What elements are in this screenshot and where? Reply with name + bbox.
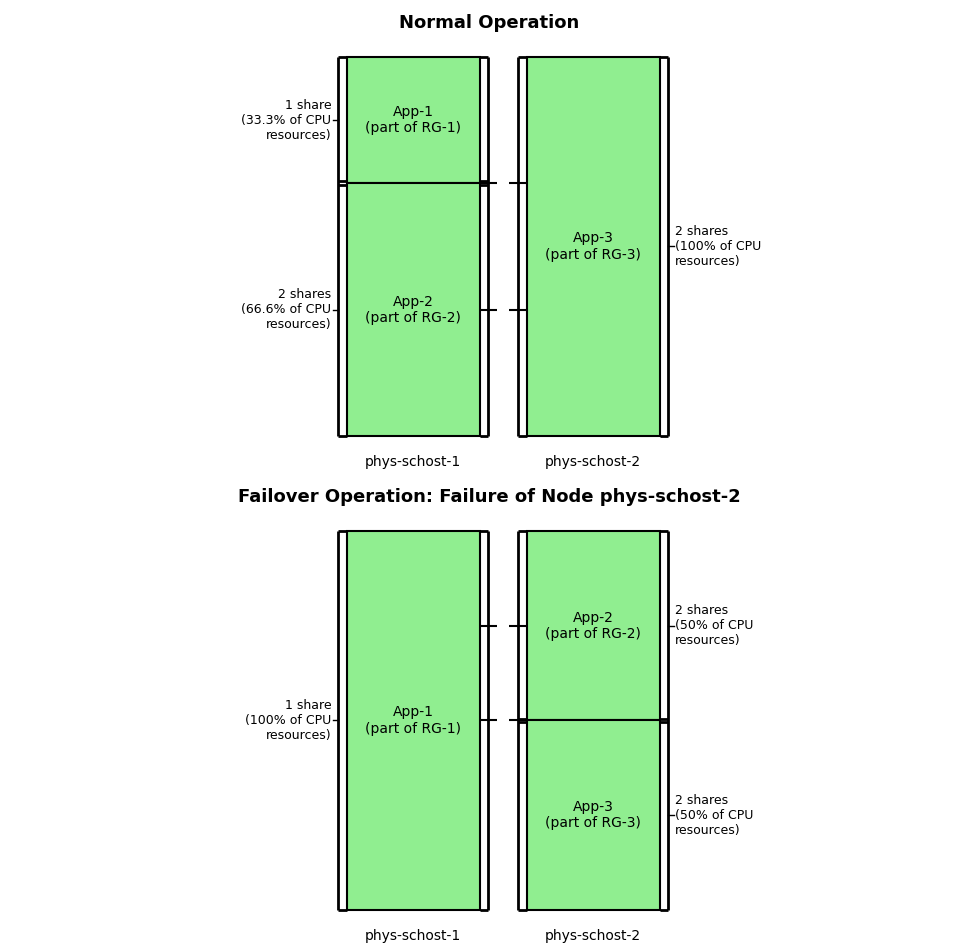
Text: Normal Operation: Normal Operation [399,14,578,32]
Text: 1 share
(33.3% of CPU
resources): 1 share (33.3% of CPU resources) [241,99,331,141]
Text: Failover Operation: Failure of Node phys-schost-2: Failover Operation: Failure of Node phys… [237,488,740,506]
Text: App-1
(part of RG-1): App-1 (part of RG-1) [364,705,461,736]
Bar [347,531,479,910]
Text: phys-schost-1: phys-schost-1 [364,929,461,943]
Text: 1 share
(100% of CPU
resources): 1 share (100% of CPU resources) [244,699,331,742]
Text: phys-schost-1: phys-schost-1 [364,455,461,469]
Text: 2 shares
(50% of CPU
resources): 2 shares (50% of CPU resources) [674,793,753,837]
Text: 2 shares
(66.6% of CPU
resources): 2 shares (66.6% of CPU resources) [241,288,331,331]
Text: 2 shares
(50% of CPU
resources): 2 shares (50% of CPU resources) [674,604,753,647]
Text: 2 shares
(100% of CPU
resources): 2 shares (100% of CPU resources) [674,225,761,268]
Bar [527,57,658,436]
Bar [347,57,479,183]
Bar [527,531,658,720]
Text: App-1
(part of RG-1): App-1 (part of RG-1) [364,105,461,136]
Bar [347,183,479,436]
Bar [527,720,658,910]
Text: phys-schost-2: phys-schost-2 [544,929,641,943]
Text: phys-schost-2: phys-schost-2 [544,455,641,469]
Text: App-2
(part of RG-2): App-2 (part of RG-2) [545,611,641,641]
Text: App-3
(part of RG-3): App-3 (part of RG-3) [545,231,641,262]
Text: App-2
(part of RG-2): App-2 (part of RG-2) [364,295,460,325]
Text: App-3
(part of RG-3): App-3 (part of RG-3) [545,800,641,830]
